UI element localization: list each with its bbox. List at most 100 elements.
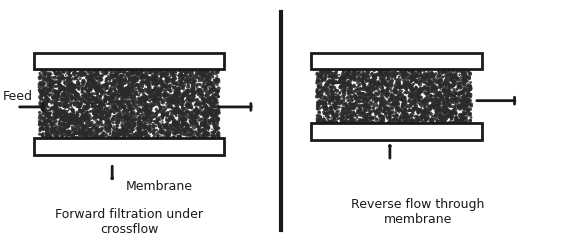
Point — [39, 82, 48, 86]
Point — [128, 72, 137, 76]
Point — [119, 134, 128, 138]
Point — [467, 124, 476, 128]
Point — [204, 109, 213, 113]
Point — [353, 124, 362, 128]
Point — [398, 85, 407, 89]
Point — [381, 95, 390, 99]
Point — [120, 119, 129, 123]
Point — [103, 141, 112, 145]
Point — [408, 110, 417, 114]
Point — [398, 97, 407, 101]
Point — [125, 130, 134, 134]
Point — [124, 114, 133, 118]
Point — [45, 141, 54, 145]
Point — [358, 70, 367, 74]
Point — [89, 104, 98, 108]
Point — [136, 114, 145, 117]
Point — [337, 76, 346, 80]
Point — [130, 122, 139, 126]
Point — [66, 121, 75, 125]
Point — [315, 124, 324, 128]
Point — [373, 124, 381, 128]
Point — [44, 141, 53, 145]
Point — [351, 114, 360, 118]
Point — [61, 93, 70, 97]
Point — [64, 137, 73, 141]
Point — [183, 103, 192, 107]
Point — [442, 82, 451, 86]
Point — [181, 80, 190, 84]
Point — [152, 128, 161, 132]
Point — [67, 95, 76, 99]
Point — [169, 100, 178, 103]
Point — [157, 111, 165, 115]
Point — [396, 125, 405, 129]
Point — [137, 131, 146, 135]
Point — [351, 90, 360, 94]
Point — [440, 100, 449, 104]
Point — [357, 118, 366, 122]
Point — [362, 87, 371, 91]
Point — [355, 95, 364, 99]
Point — [58, 126, 67, 130]
Point — [346, 79, 355, 83]
Point — [441, 82, 450, 86]
Point — [177, 111, 186, 115]
Point — [126, 83, 135, 87]
Point — [54, 82, 63, 86]
Point — [339, 74, 348, 78]
Point — [73, 92, 82, 96]
Point — [146, 70, 155, 74]
Point — [134, 87, 143, 91]
Point — [159, 94, 168, 98]
Point — [450, 94, 459, 98]
Point — [188, 85, 197, 89]
Point — [373, 118, 382, 122]
Point — [344, 124, 353, 128]
Point — [400, 102, 409, 106]
Point — [398, 70, 407, 74]
Point — [466, 94, 475, 98]
Point — [61, 114, 70, 118]
Point — [142, 125, 151, 129]
Point — [312, 95, 321, 99]
Point — [201, 111, 210, 115]
Point — [396, 87, 404, 91]
Point — [66, 113, 75, 117]
Point — [73, 139, 82, 143]
Point — [315, 74, 324, 78]
Point — [410, 102, 419, 106]
Point — [168, 138, 177, 142]
Point — [40, 94, 49, 98]
Point — [185, 79, 194, 83]
Point — [383, 88, 392, 92]
Point — [209, 96, 218, 100]
Point — [214, 80, 223, 84]
Point — [345, 98, 354, 102]
Point — [38, 125, 47, 129]
Point — [428, 128, 437, 132]
Point — [405, 114, 414, 118]
Point — [320, 88, 329, 92]
Point — [141, 125, 150, 129]
Point — [188, 124, 197, 128]
Point — [62, 142, 71, 146]
Point — [52, 130, 61, 134]
Point — [466, 88, 475, 92]
Point — [65, 100, 73, 104]
Point — [176, 102, 185, 106]
Point — [457, 116, 466, 120]
Point — [398, 74, 407, 78]
Point — [48, 118, 57, 122]
Point — [126, 135, 135, 139]
Point — [103, 96, 112, 100]
Point — [172, 96, 181, 100]
Point — [114, 86, 123, 90]
Point — [145, 135, 154, 139]
Point — [145, 110, 154, 114]
Point — [119, 87, 128, 91]
Point — [42, 133, 51, 137]
Point — [448, 80, 457, 84]
Point — [463, 92, 472, 96]
Point — [84, 80, 93, 84]
